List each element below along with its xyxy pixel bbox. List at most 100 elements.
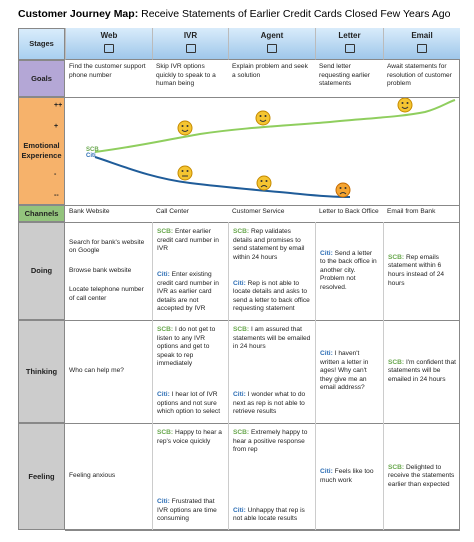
entry-text: I wonder what to do next as rep is not a… — [233, 391, 306, 416]
cell-text: Explain problem and seek a solution — [232, 63, 308, 79]
row-divider — [65, 423, 460, 424]
cell: SCB: Delighted to receive the statements… — [383, 423, 460, 530]
entry-text: Enter existing credit card number in IVR… — [157, 271, 219, 313]
scb-curve — [94, 99, 456, 153]
entry: Citi: Send a letter to the back office i… — [320, 250, 379, 293]
cell: Citi: Feels like too much work — [315, 423, 383, 530]
entry: Search for bank's website on Google — [69, 239, 148, 256]
entry-text: I do not get to listen to any IVR option… — [157, 326, 216, 368]
stage-icon — [344, 44, 355, 54]
cell: SCB: Enter earlier credit card number in… — [152, 222, 228, 320]
cell-text: Letter to Back Office — [319, 208, 379, 215]
stage-icon — [417, 44, 427, 54]
cell-text: Call Center — [156, 208, 189, 215]
row-label: Channels — [18, 205, 65, 222]
bank-tag: Citi: — [320, 249, 333, 257]
legend-label: Citi — [86, 153, 96, 159]
row-divider — [65, 97, 460, 98]
entry-text: Rep emails statement within 6 hours inst… — [388, 253, 445, 287]
entry-text: Locate telephone number of call center — [69, 286, 144, 302]
stage-header: Email — [383, 28, 460, 60]
entry: SCB: I am assured that statements will b… — [233, 326, 311, 352]
stages-label: Stages — [18, 28, 65, 60]
cell-text: Bank Website — [69, 208, 110, 215]
cell: SCB: I'm confident that statements will … — [383, 320, 460, 423]
entry: Citi: I wonder what to do next as rep is… — [233, 391, 311, 417]
legend-label: SCB — [86, 147, 99, 153]
bank-tag: SCB: — [157, 228, 174, 235]
stage-header: Web — [65, 28, 152, 60]
entry-text: Extremely happy to hear a positive respo… — [233, 429, 308, 454]
row-divider — [65, 530, 460, 531]
title: Customer Journey Map: Receive Statements… — [18, 8, 450, 20]
bank-tag: SCB: — [233, 228, 250, 235]
face-sad — [256, 175, 272, 191]
stage-icon — [185, 44, 196, 54]
title-bold: Customer Journey Map: — [18, 8, 139, 20]
stage-icon — [104, 44, 114, 54]
stage-name: IVR — [183, 31, 198, 40]
entry: Citi: Enter existing credit card number … — [157, 271, 224, 314]
bank-tag: SCB: — [233, 429, 250, 436]
stage-icon — [267, 44, 277, 54]
entry: Citi: I hear lot of IVR options and not … — [157, 391, 224, 417]
entry: Citi: I haven't written a letter in ages… — [320, 350, 379, 393]
entry-text: Feels like too much work — [320, 467, 374, 484]
cell-text: Await statements for resolution of custo… — [387, 63, 452, 88]
face-neutral — [177, 165, 193, 181]
entry-text: Rep validates details and promises to se… — [233, 228, 305, 261]
entry-text: Send a letter to the back office in anot… — [320, 249, 377, 291]
entry-text: I am assured that statements will be ema… — [233, 326, 311, 351]
entry: SCB: Enter earlier credit card number in… — [157, 228, 224, 254]
cell: SCB: I am assured that statements will b… — [228, 320, 315, 423]
bank-tag: SCB: — [388, 253, 405, 261]
bank-tag: Citi: — [157, 271, 170, 279]
cell-text: Send letter requesting earlier statement… — [319, 63, 370, 88]
cell: SCB: Happy to hear a rep's voice quickly… — [152, 423, 228, 530]
cell: Who can help me? — [65, 320, 152, 423]
entry: SCB: I do not get to listen to any IVR o… — [157, 326, 224, 369]
entry-text: Unhappy that rep is not able locate resu… — [233, 506, 305, 523]
cell-text: Find the customer support phone number — [69, 63, 146, 79]
row-label: Goals — [18, 60, 65, 97]
bank-tag: SCB: — [157, 429, 174, 436]
entry: Locate telephone number of call center — [69, 286, 148, 303]
entry: Citi: Feels like too much work — [320, 468, 379, 485]
stage-name: Agent — [260, 31, 284, 40]
entry: Who can help me? — [69, 367, 148, 376]
entry: Citi: Rep is not able to locate details … — [233, 280, 311, 314]
entry: Browse bank website — [69, 267, 148, 276]
entry-text: Delighted to receive the statements earl… — [388, 463, 455, 488]
entry: SCB: Delighted to receive the statements… — [388, 464, 456, 490]
face-sad — [335, 182, 351, 198]
bank-tag: SCB: — [388, 463, 405, 471]
entry-text: Feeling anxious — [69, 472, 116, 480]
face-happy — [397, 97, 413, 113]
face-happy — [177, 120, 193, 136]
entry-text: I hear lot of IVR options and not sure w… — [157, 391, 221, 416]
cell: SCB: Rep validates details and promises … — [228, 222, 315, 320]
entry-text: Search for bank's website on Google — [69, 238, 145, 255]
scale-label: -- — [54, 192, 59, 199]
stage-name: Web — [100, 31, 118, 40]
entry: SCB: Happy to hear a rep's voice quickly — [157, 429, 224, 446]
stage-header: Agent — [228, 28, 315, 60]
scale-label: + — [54, 123, 59, 130]
scale-label: ++ — [54, 102, 63, 109]
entry-text: Rep is not able to locate details and as… — [233, 279, 310, 313]
row-label: Feeling — [18, 423, 65, 530]
citi-curve — [94, 156, 351, 198]
stage-name: Email — [411, 31, 433, 40]
cell: Feeling anxious — [65, 423, 152, 530]
cell: Search for bank's website on Google Brows… — [65, 222, 152, 320]
entry: Feeling anxious — [69, 472, 148, 481]
row-divider — [65, 205, 460, 206]
entry-text: Enter earlier credit card number in IVR — [157, 228, 219, 253]
cell: Citi: Send a letter to the back office i… — [315, 222, 383, 320]
bank-tag: Citi: — [233, 391, 246, 399]
entry: SCB: Rep validates details and promises … — [233, 228, 311, 262]
entry-text: I haven't written a letter in ages! Why … — [320, 350, 369, 392]
title-rest: Receive Statements of Earlier Credit Car… — [141, 8, 451, 20]
entry-text: I'm confident that statements will be em… — [388, 358, 456, 383]
entry: Citi: Frustrated that IVR options are ti… — [157, 498, 224, 524]
